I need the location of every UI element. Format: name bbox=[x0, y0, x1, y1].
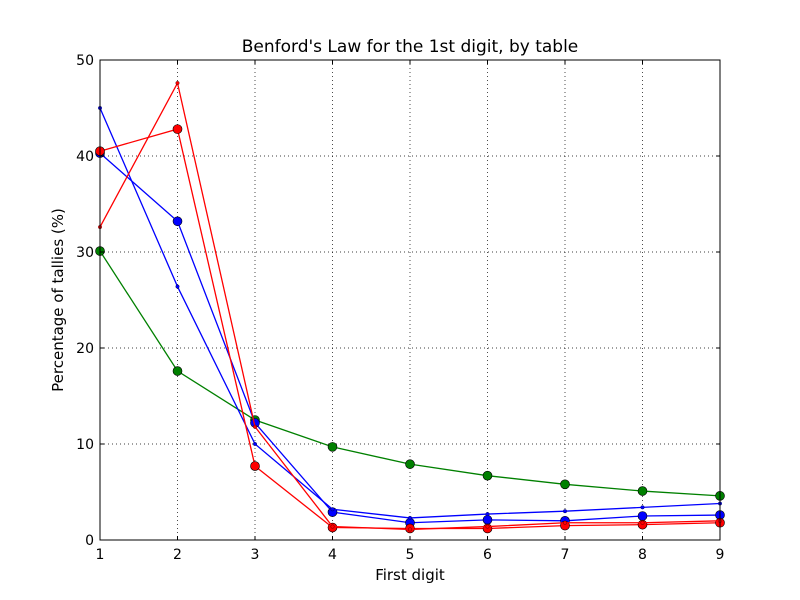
series-4 bbox=[98, 81, 722, 532]
x-tick-label: 4 bbox=[328, 547, 337, 563]
x-tick-label: 7 bbox=[561, 547, 570, 563]
data-point bbox=[408, 515, 412, 520]
y-axis-label: Percentage of tallies (%) bbox=[49, 208, 67, 392]
y-tick-label: 40 bbox=[76, 149, 94, 165]
x-axis-label: First digit bbox=[375, 566, 445, 584]
x-tick-label: 9 bbox=[716, 547, 725, 563]
data-point bbox=[253, 424, 257, 429]
x-tick-label: 1 bbox=[96, 547, 105, 563]
data-point bbox=[482, 515, 493, 525]
y-tick-label: 10 bbox=[76, 437, 94, 453]
y-tick-label: 50 bbox=[76, 53, 94, 69]
data-point bbox=[485, 512, 490, 517]
data-point bbox=[637, 486, 648, 496]
data-point bbox=[172, 366, 183, 376]
data-point bbox=[405, 459, 415, 469]
x-tick-label: 8 bbox=[638, 547, 647, 563]
data-point bbox=[640, 520, 645, 525]
data-point bbox=[563, 509, 567, 514]
data-point bbox=[563, 520, 567, 525]
ticks: 1 2 3 4 5 6 7 8 9 0 10 20 30 40 50 bbox=[76, 53, 724, 563]
data-point bbox=[330, 524, 335, 529]
y-tick-label: 0 bbox=[85, 533, 94, 549]
data-point bbox=[560, 479, 570, 490]
data-point bbox=[485, 524, 490, 529]
x-tick-label: 2 bbox=[173, 547, 182, 563]
data-point bbox=[637, 511, 648, 521]
series-0 bbox=[95, 246, 725, 501]
series-group bbox=[95, 81, 725, 534]
data-point bbox=[330, 507, 335, 512]
data-point bbox=[175, 284, 180, 289]
x-tick-label: 5 bbox=[406, 547, 415, 563]
y-tick-label: 20 bbox=[76, 341, 94, 357]
data-point bbox=[482, 470, 493, 481]
x-tick-label: 3 bbox=[251, 547, 260, 563]
x-tick-label: 6 bbox=[483, 547, 492, 563]
data-point bbox=[253, 442, 257, 446]
data-point bbox=[250, 461, 260, 471]
data-point bbox=[408, 527, 412, 532]
chart-title: Benford's Law for the 1st digit, by tabl… bbox=[242, 37, 579, 57]
data-point bbox=[172, 124, 183, 134]
data-point bbox=[640, 505, 645, 510]
data-point bbox=[327, 442, 338, 452]
data-point bbox=[175, 81, 180, 85]
data-point bbox=[172, 216, 183, 227]
y-tick-label: 30 bbox=[76, 245, 94, 261]
